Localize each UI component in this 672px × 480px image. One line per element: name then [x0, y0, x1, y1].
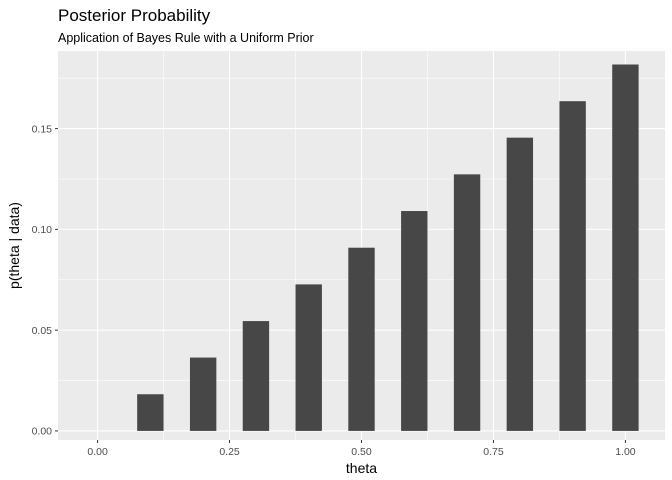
y-tick-label: 0.15 — [32, 123, 53, 135]
chart-subtitle: Application of Bayes Rule with a Uniform… — [58, 31, 314, 45]
bar — [506, 137, 534, 431]
bar — [612, 64, 639, 431]
x-axis-ticks: 0.00 0.25 0.50 0.75 1.00 — [87, 440, 636, 458]
bar — [559, 101, 586, 431]
bars — [137, 64, 639, 431]
y-tick-label: 0.05 — [32, 325, 53, 337]
y-axis-title: p(theta | data) — [6, 202, 22, 289]
y-tick-label: 0.00 — [32, 426, 53, 438]
chart-title: Posterior Probability — [58, 6, 211, 25]
bar — [137, 394, 164, 431]
y-tick-label: 0.10 — [32, 224, 53, 236]
x-tick-label: 0.00 — [87, 446, 108, 458]
x-tick-label: 0.25 — [219, 446, 240, 458]
bar — [453, 174, 481, 431]
x-tick-label: 1.00 — [615, 446, 636, 458]
x-tick-label: 0.50 — [351, 446, 372, 458]
x-axis-title: theta — [346, 460, 377, 476]
bar — [401, 211, 428, 431]
x-tick-label: 0.75 — [483, 446, 504, 458]
bar — [348, 247, 375, 431]
bar — [242, 321, 270, 431]
bar — [295, 284, 322, 431]
bar — [189, 357, 217, 431]
y-axis-ticks: 0.00 0.05 0.10 0.15 — [32, 123, 58, 438]
